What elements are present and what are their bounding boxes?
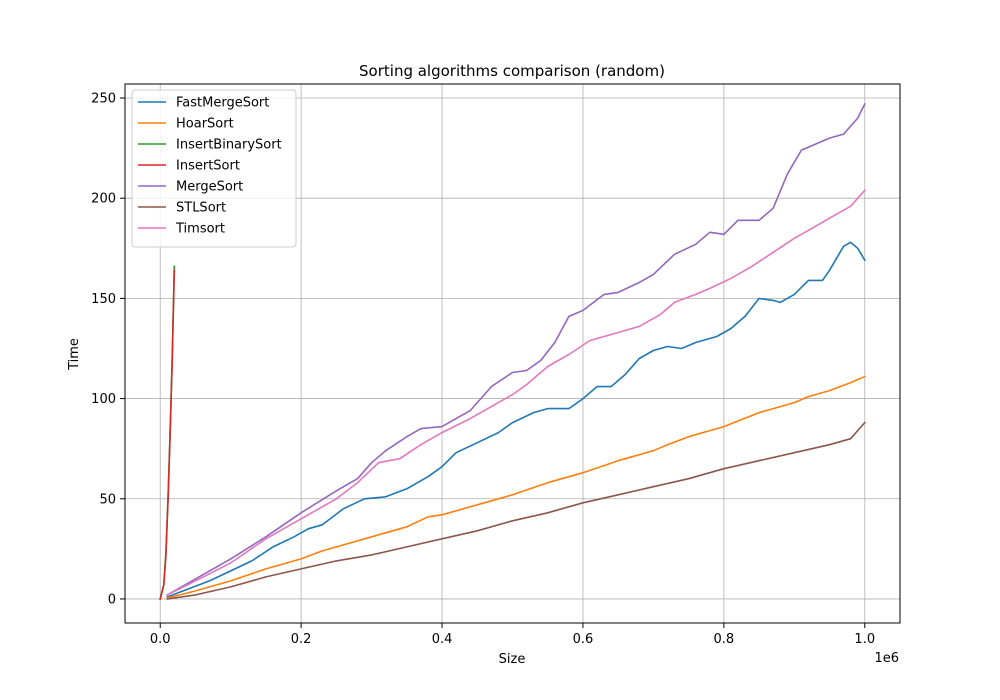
legend-label: InsertSort	[176, 159, 240, 174]
series-line-stlsort	[166, 421, 866, 600]
y-tick-label: 0	[108, 592, 116, 607]
x-tick-label: 0.4	[432, 632, 453, 647]
plot-frame	[124, 83, 901, 624]
y-tick-label: 250	[91, 92, 116, 107]
chart-title: Sorting algorithms comparison (random)	[359, 62, 665, 80]
y-tick-label: 100	[91, 392, 116, 407]
legend-label: STLSort	[176, 201, 226, 216]
x-tick-label: 0.6	[573, 632, 594, 647]
legend-box	[131, 89, 297, 248]
x-axis-offset-label: 1e6	[874, 651, 899, 666]
legend-label: FastMergeSort	[176, 96, 269, 111]
legend: FastMergeSort HoarSort InsertBinarySort Ins…	[131, 89, 297, 248]
x-axis-label: Size	[499, 652, 526, 667]
x-tick-label: 0.0	[150, 632, 171, 647]
x-tick-label: 0.2	[291, 632, 312, 647]
series-lines	[159, 102, 866, 600]
legend-label: HoarSort	[176, 117, 234, 132]
series-line-fast-merge-sort	[166, 241, 866, 599]
y-tick-label: 150	[91, 292, 116, 307]
legend-label: MergeSort	[176, 180, 243, 195]
y-axis-ticks: 0 50 100 150 200 250	[91, 92, 125, 607]
series-line-merge-sort	[166, 102, 866, 596]
y-tick-label: 200	[91, 192, 116, 207]
x-tick-label: 1.0	[854, 632, 875, 647]
legend-label: InsertBinarySort	[176, 138, 282, 153]
x-axis-ticks: 0.0 0.2 0.4 0.6 0.8 1.0	[150, 623, 875, 647]
series-line-insert-sort	[159, 269, 176, 600]
x-tick-label: 0.8	[714, 632, 735, 647]
legend-label: Timsort	[175, 222, 225, 237]
y-tick-label: 50	[99, 492, 116, 507]
y-axis-label: Time	[67, 338, 82, 371]
series-line-hoar-sort	[166, 375, 866, 599]
series-line-timsort	[166, 189, 866, 596]
grid	[125, 84, 900, 623]
